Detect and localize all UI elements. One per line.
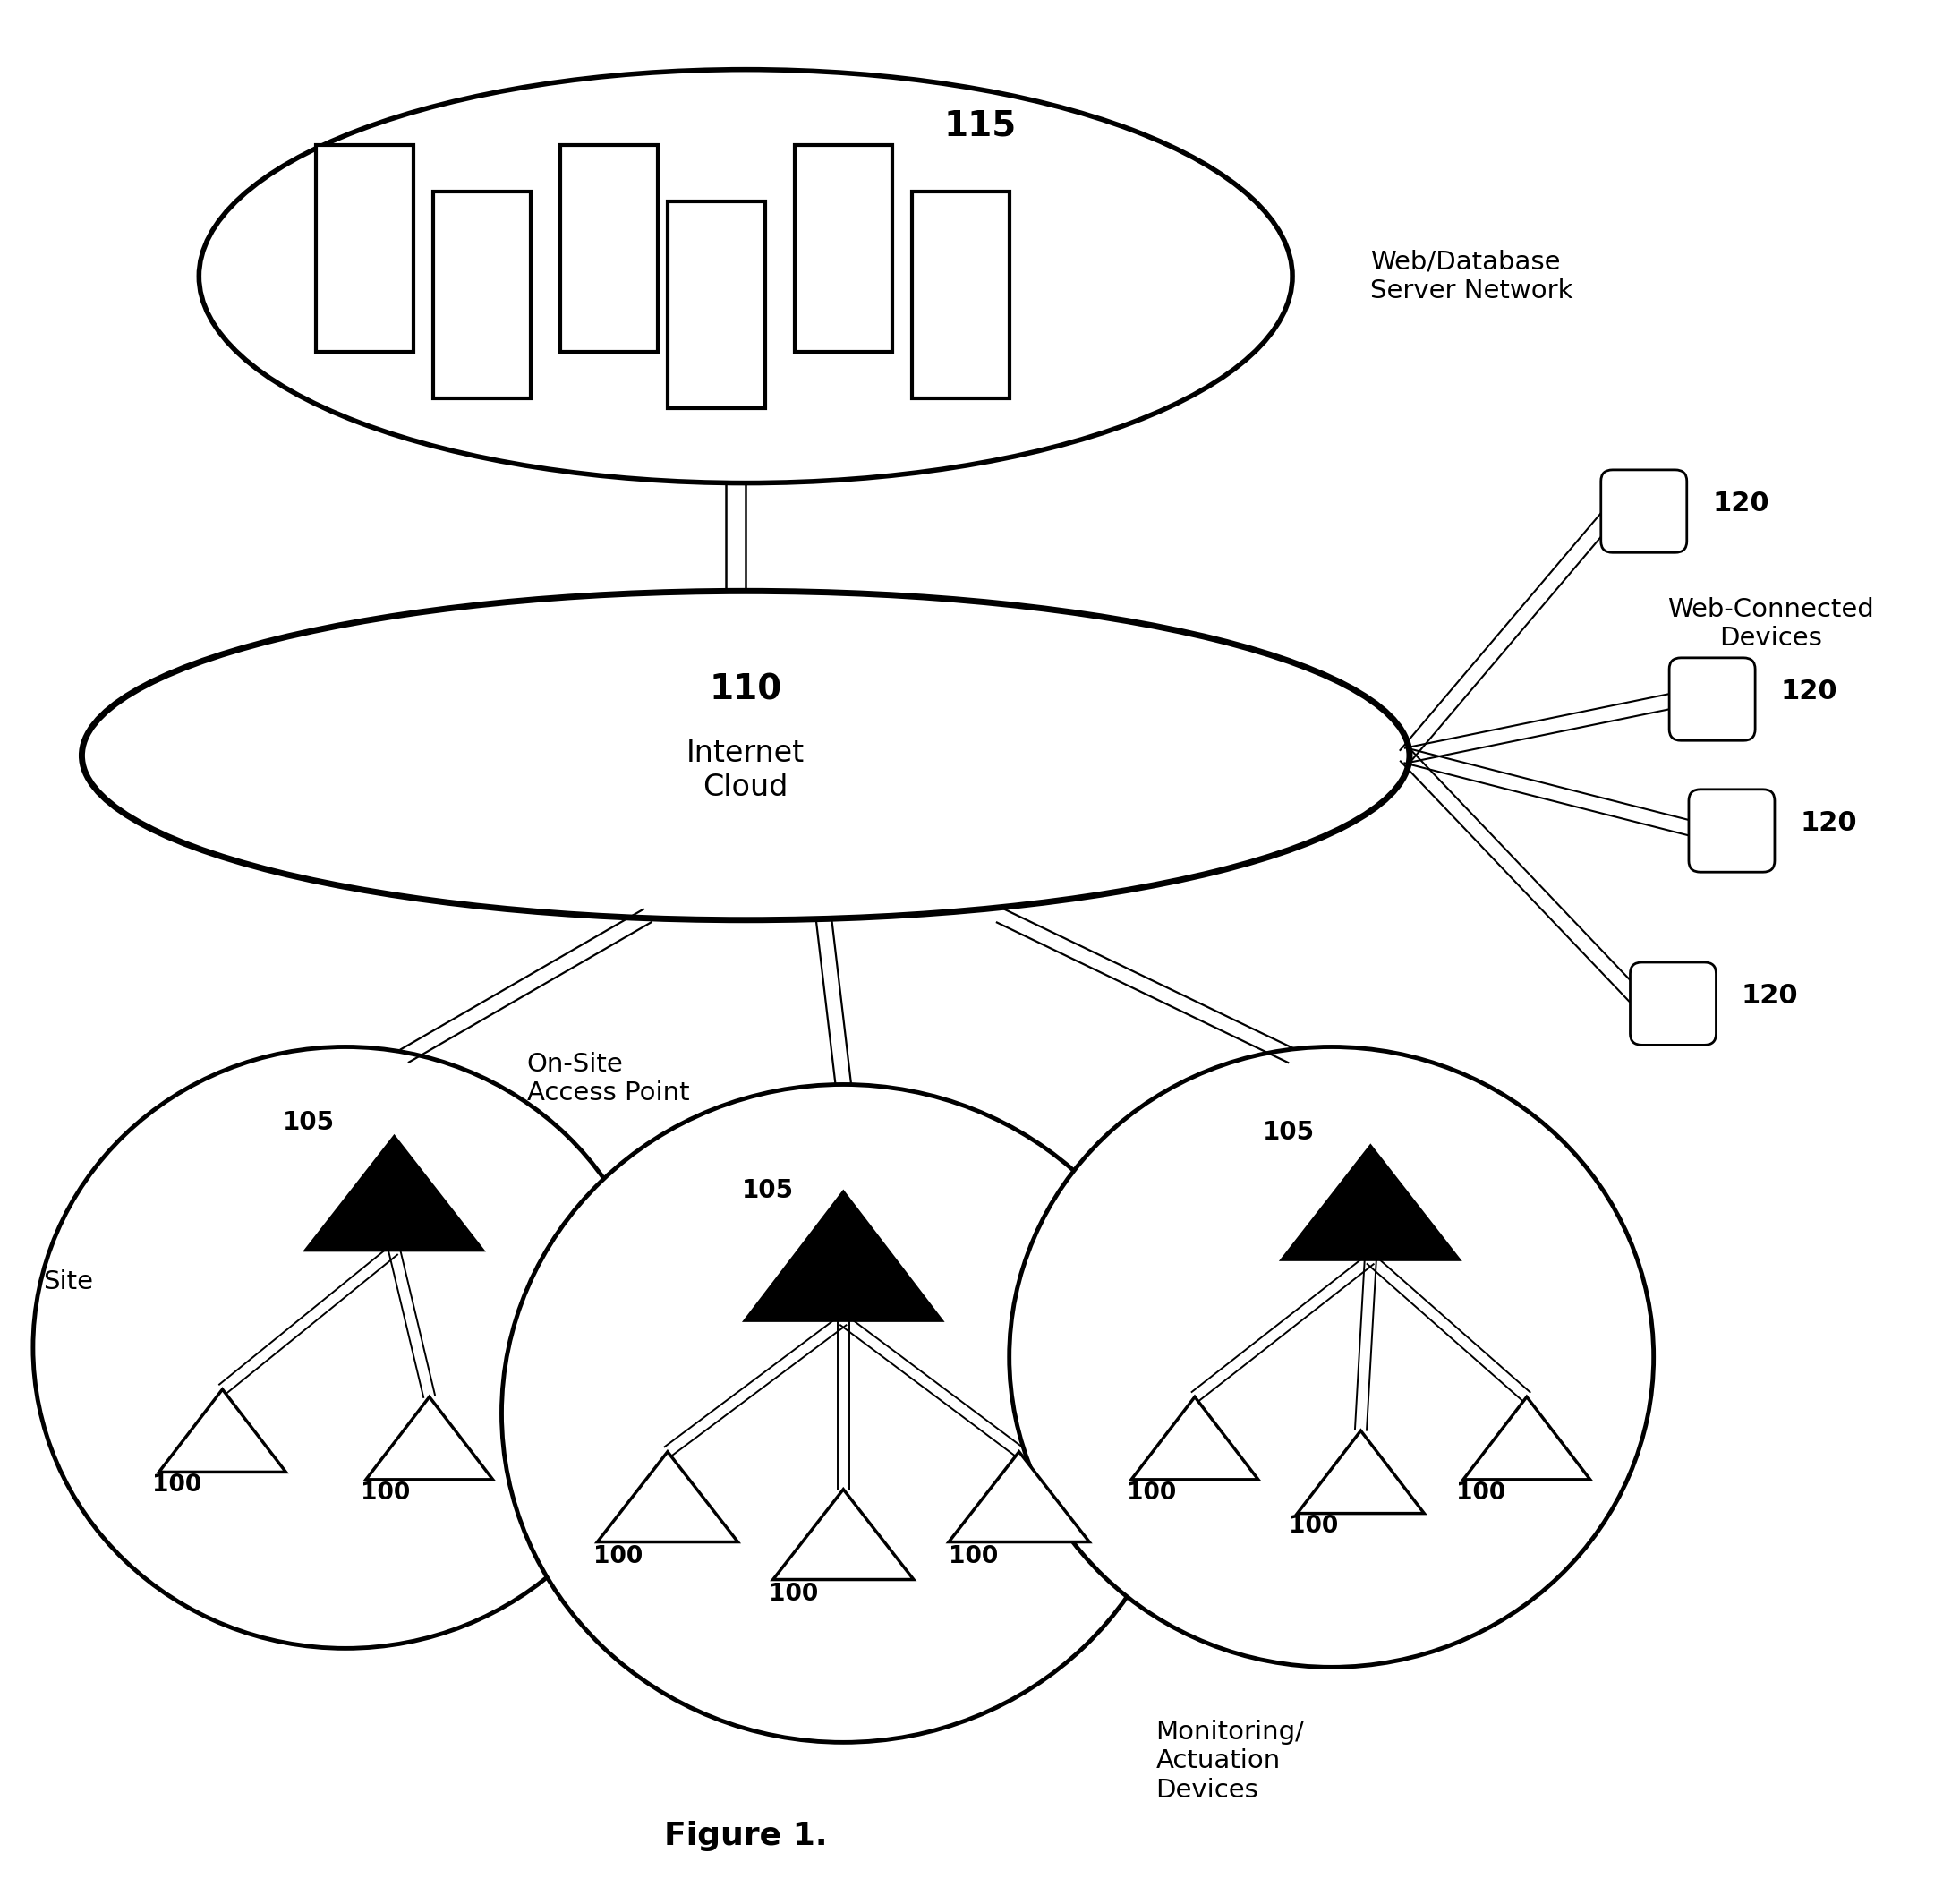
Text: 100: 100 [361, 1481, 410, 1504]
Text: 100: 100 [1456, 1481, 1505, 1504]
Bar [668, 202, 764, 408]
Text: 100: 100 [1127, 1481, 1176, 1504]
Polygon shape [772, 1489, 913, 1579]
FancyBboxPatch shape [1601, 470, 1688, 553]
FancyBboxPatch shape [1631, 962, 1717, 1045]
Ellipse shape [200, 70, 1292, 483]
Polygon shape [949, 1451, 1090, 1542]
Bar [911, 192, 1009, 398]
FancyBboxPatch shape [1690, 789, 1774, 872]
Text: 105: 105 [1262, 1119, 1315, 1145]
Text: 100: 100 [949, 1545, 998, 1568]
Text: 115: 115 [943, 109, 1017, 143]
Ellipse shape [82, 591, 1409, 921]
Text: Figure 1.: Figure 1. [664, 1821, 827, 1851]
Polygon shape [1298, 1430, 1425, 1513]
Text: 100: 100 [153, 1474, 202, 1496]
Text: 100: 100 [594, 1545, 643, 1568]
FancyBboxPatch shape [1670, 659, 1754, 740]
Circle shape [1009, 1047, 1654, 1666]
Polygon shape [306, 1138, 482, 1249]
Polygon shape [367, 1396, 492, 1479]
Text: 105: 105 [741, 1177, 794, 1202]
Text: On-Site
Access Point: On-Site Access Point [527, 1051, 690, 1106]
Text: Internet
Cloud: Internet Cloud [686, 738, 806, 802]
Bar [794, 145, 892, 351]
Polygon shape [1282, 1147, 1458, 1259]
Text: 100: 100 [1288, 1515, 1339, 1538]
Polygon shape [1131, 1396, 1258, 1479]
Text: Web-Connected
Devices: Web-Connected Devices [1668, 596, 1874, 651]
Text: Monitoring/
Actuation
Devices: Monitoring/ Actuation Devices [1156, 1719, 1303, 1802]
Text: 120: 120 [1742, 983, 1799, 1010]
Text: 120: 120 [1780, 679, 1837, 704]
Polygon shape [598, 1451, 737, 1542]
Text: 110: 110 [710, 674, 782, 708]
Polygon shape [1464, 1396, 1590, 1479]
Text: 120: 120 [1799, 810, 1856, 836]
Bar [433, 192, 531, 398]
Bar [316, 145, 414, 351]
Polygon shape [745, 1193, 941, 1321]
Text: 100: 100 [768, 1583, 819, 1606]
Bar [561, 145, 659, 351]
Polygon shape [159, 1389, 286, 1472]
Text: 105: 105 [282, 1110, 335, 1136]
Circle shape [33, 1047, 659, 1649]
Text: Site: Site [43, 1270, 92, 1294]
Circle shape [502, 1085, 1186, 1742]
Text: Web/Database
Server Network: Web/Database Server Network [1370, 249, 1574, 304]
Text: 120: 120 [1713, 491, 1770, 517]
